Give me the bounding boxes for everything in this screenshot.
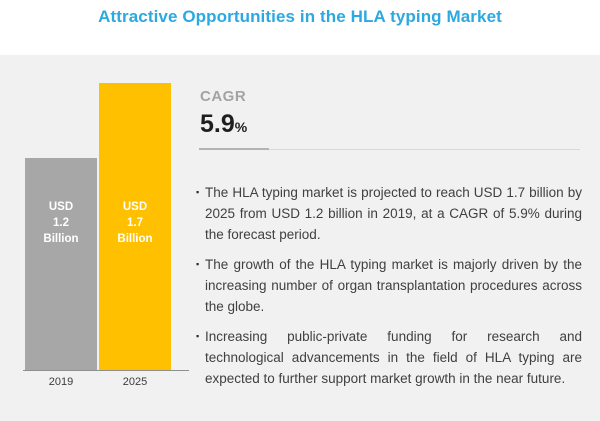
- cagr-number: 5.9: [200, 110, 235, 138]
- divider-accent-segment: [199, 148, 269, 150]
- x-tick-2019: 2019: [48, 376, 74, 388]
- bullet-text: The HLA typing market is projected to re…: [205, 185, 582, 242]
- bar-value-label-2025: USD 1.7 Billion: [99, 199, 171, 247]
- bullet-text: Increasing public-private funding for re…: [205, 329, 582, 386]
- bar-label-line: Billion: [43, 233, 79, 245]
- divider-line: [269, 149, 580, 150]
- list-item: ▪ Increasing public-private funding for …: [196, 326, 582, 389]
- cagr-label: CAGR: [200, 88, 247, 105]
- bar-label-line: USD: [122, 201, 148, 213]
- list-item: ▪ The growth of the HLA typing market is…: [196, 254, 582, 317]
- list-item: ▪ The HLA typing market is projected to …: [196, 182, 582, 245]
- x-tick-2025: 2025: [122, 376, 148, 388]
- key-points-list: ▪ The HLA typing market is projected to …: [196, 182, 582, 398]
- bullet-text: The growth of the HLA typing market is m…: [205, 257, 582, 314]
- bullet-square-icon: ▪: [196, 331, 200, 341]
- x-axis-line: [23, 370, 189, 371]
- bar-label-line: 1.2: [53, 217, 69, 229]
- bullet-square-icon: ▪: [196, 259, 200, 269]
- bar-label-line: 1.7: [127, 217, 143, 229]
- bar-2019: [25, 158, 97, 370]
- cagr-value: 5.9%: [200, 110, 247, 139]
- bullet-square-icon: ▪: [196, 187, 200, 197]
- bar-value-label-2019: USD 1.2 Billion: [25, 199, 97, 247]
- bar-2025: [99, 83, 171, 370]
- bar-chart: USD 1.2 Billion USD 1.7 Billion 2019 202…: [0, 0, 200, 421]
- page-title: Attractive Opportunities in the HLA typi…: [98, 7, 502, 26]
- bar-label-line: Billion: [117, 233, 153, 245]
- cagr-percent-sign: %: [234, 119, 248, 135]
- bar-label-line: USD: [48, 201, 74, 213]
